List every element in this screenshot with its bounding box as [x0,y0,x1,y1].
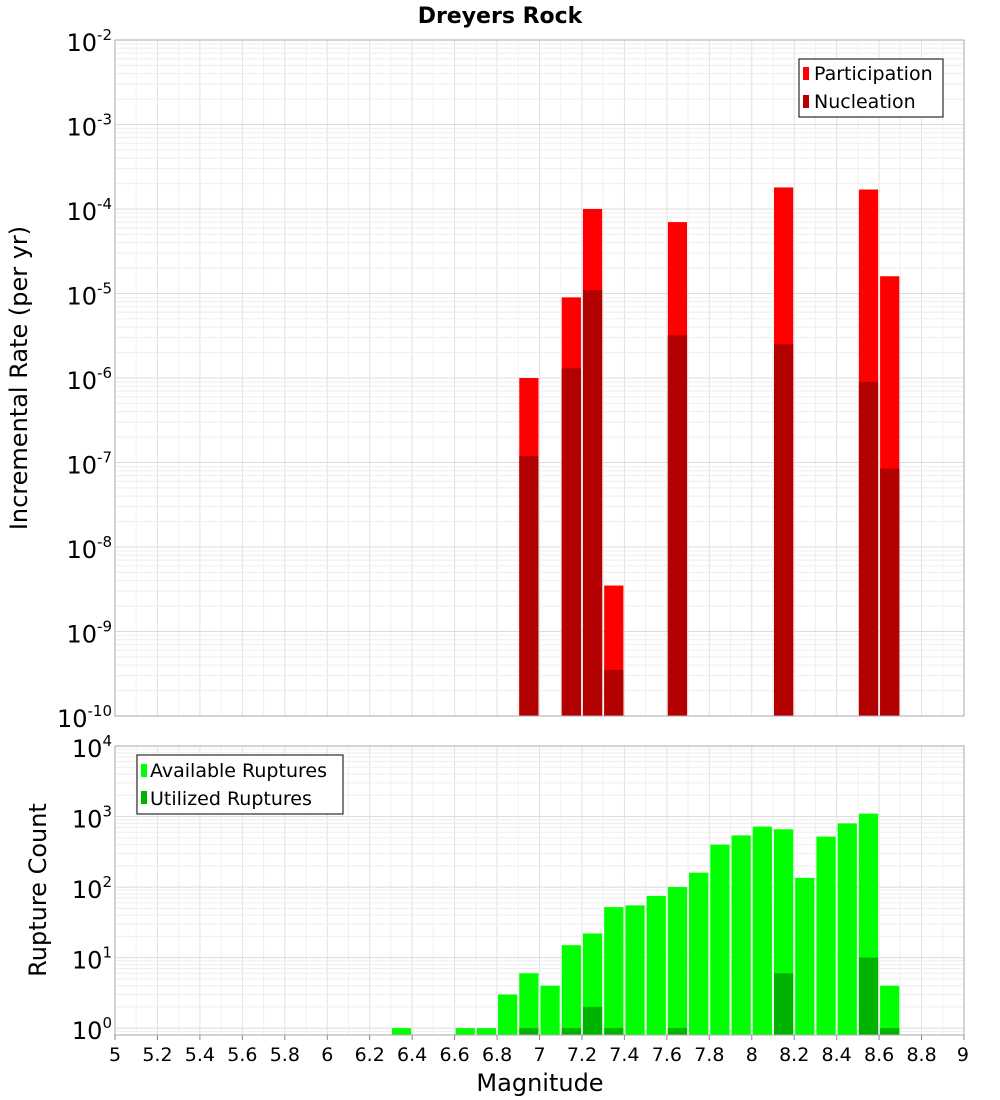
bar-available [816,836,836,1035]
legend-swatch-nucleation [803,95,809,108]
bar-nucleation [858,381,879,716]
bar-available [625,905,645,1035]
x-tick-label: 7.8 [694,1044,724,1066]
legend-swatch-participation [803,67,809,80]
x-tick-label: 7 [533,1044,545,1066]
bar-nucleation [519,455,539,716]
rate-y-tick-label: 10-7 [66,449,112,480]
bar-nucleation [880,468,900,716]
bar-utilized [667,1028,688,1035]
legend-label-utilized: Utilized Ruptures [150,788,312,810]
bar-nucleation [773,344,794,716]
bar-available [795,877,815,1035]
x-tick-label: 7.4 [609,1044,639,1066]
legend-swatch-utilized [141,791,147,804]
rate-plot-border [114,39,965,717]
bar-utilized [604,1028,624,1035]
rate-y-tick-label: 10-4 [66,195,112,226]
count-y-tick-label: 103 [72,803,112,834]
rate-panel: 10-10 10-9 10-8 10-7 10-6 10-5 10-4 10-3 10-2 In… [5,26,965,733]
bar-available [540,985,560,1035]
count-y-tick-label: 104 [72,732,112,763]
rate-grid [114,39,965,717]
bar-available [519,973,539,1035]
bar-utilized [858,957,879,1035]
count-y-ticks: 100 101 102 103 104 [72,732,112,1045]
x-tick-label: 8.2 [779,1044,809,1066]
bar-available [646,895,666,1035]
rate-y-tick-label: 10-6 [66,364,112,395]
bar-available [689,872,709,1035]
x-tick-label: 5.2 [142,1044,172,1066]
bar-nucleation [667,335,688,716]
x-tick-label: 7.6 [652,1044,682,1066]
x-tick-label: 5.4 [185,1044,215,1066]
bar-available [476,1028,497,1035]
bar-utilized [582,1006,603,1035]
bar-nucleation [561,368,581,716]
rate-y-tick-label: 10-9 [66,618,112,649]
x-tick-label: 5 [109,1044,121,1066]
bar-available [455,1028,475,1035]
rate-legend-box [798,58,944,118]
legend-label-participation: Participation [814,63,933,85]
legend-swatch-available [141,764,147,777]
rate-y-tick-label: 10-3 [66,111,112,142]
rate-legend: Participation Nucleation [798,58,944,118]
bar-available [561,945,581,1035]
x-tick-label: 8.8 [906,1044,936,1066]
x-tick-label: 6.4 [397,1044,427,1066]
rate-y-tick-label: 10-8 [66,533,112,564]
bar-nucleation [582,290,603,716]
x-tick-label: 6.6 [439,1044,469,1066]
rate-y-tick-label: 10-2 [66,26,112,57]
x-tick-label: 5.6 [227,1044,257,1066]
bar-utilized [561,1028,581,1035]
x-tick-label: 6 [321,1044,333,1066]
count-panel: 100 101 102 103 104 5 5.2 5.4 5.6 5.8 6 6.2 6.4 6.6 6… [24,732,969,1097]
bar-available [752,826,772,1035]
chart-title: Dreyers Rock [418,4,584,29]
bar-available [880,985,900,1035]
x-tick-label: 8 [746,1044,758,1066]
count-y-tick-label: 102 [72,873,112,904]
rate-bars [519,187,900,717]
rate-y-ticks: 10-10 10-9 10-8 10-7 10-6 10-5 10-4 10-3 10-2 [57,26,112,733]
rate-y-axis-label: Incremental Rate (per yr) [5,226,33,530]
count-legend: Available Ruptures Utilized Ruptures [136,754,344,815]
bar-available [837,823,857,1035]
bar-available [391,1028,412,1035]
count-y-tick-label: 101 [72,944,112,975]
bar-available [498,994,518,1035]
bar-nucleation [604,670,624,716]
legend-label-available: Available Ruptures [150,760,327,782]
x-tick-label: 8.6 [864,1044,894,1066]
bar-utilized [519,1028,539,1035]
bar-available [667,887,688,1035]
x-tick-label: 8.4 [822,1044,852,1066]
count-y-tick-label: 100 [72,1014,112,1045]
x-axis-label: Magnitude [476,1069,603,1097]
count-y-axis-label: Rupture Count [24,803,52,977]
count-x-ticks: 5 5.2 5.4 5.6 5.8 6 6.2 6.4 6.6 6.8 7 7.2 7.4 7.6 7.8 8… [109,1035,969,1066]
bar-utilized [773,973,794,1035]
bar-available [731,835,751,1035]
x-tick-label: 6.2 [355,1044,385,1066]
x-tick-label: 5.8 [270,1044,300,1066]
x-tick-label: 7.2 [567,1044,597,1066]
x-tick-label: 6.8 [482,1044,512,1066]
legend-label-nucleation: Nucleation [814,91,916,113]
bar-available [710,844,730,1035]
bar-available [604,907,624,1035]
count-bars [391,813,900,1035]
x-tick-label: 9 [957,1044,969,1066]
count-legend-box [136,754,344,815]
bar-utilized [880,1028,900,1035]
rate-y-tick-label: 10-5 [66,280,112,311]
rate-y-tick-label: 10-10 [57,702,112,733]
